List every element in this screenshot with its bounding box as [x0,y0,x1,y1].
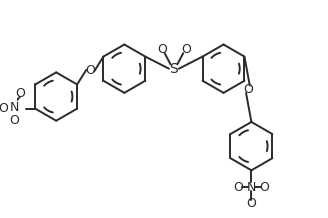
Text: O: O [85,64,95,77]
Text: O: O [259,181,269,194]
Text: O: O [15,87,25,100]
Text: O: O [243,83,253,96]
Text: O: O [234,181,243,194]
Text: O: O [157,43,167,56]
Text: O: O [181,43,191,56]
Text: N: N [10,100,19,114]
Text: N: N [247,181,256,194]
Text: O: O [246,197,256,210]
Text: S: S [170,62,178,76]
Text: O: O [10,114,19,127]
Text: O: O [0,102,8,115]
